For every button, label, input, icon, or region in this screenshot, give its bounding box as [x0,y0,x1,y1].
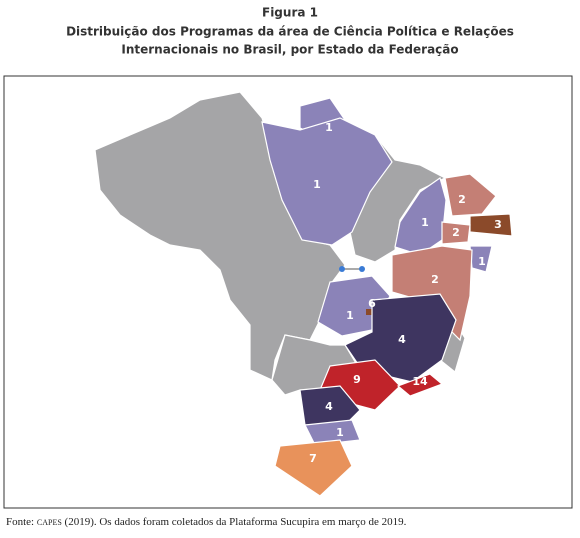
state-count: 1 [313,178,321,191]
state-count: 4 [325,400,333,413]
state [396,373,444,397]
state-labels: 1 1 1 2 3 2 1 2 6 1 4 9 14 4 1 7 [309,121,502,465]
figure-title: Internacionais no Brasil, por Estado da … [121,43,458,57]
source-prefix: Fonte: [6,516,34,528]
state-count: 2 [458,193,466,206]
state-count: 7 [309,452,317,465]
state-count: 1 [478,255,486,268]
source-org: capes [37,516,62,528]
state [366,309,376,315]
source: Fonte: capes (2019). Os dados foram cole… [6,516,407,528]
state-count: 2 [452,226,460,239]
state [469,213,513,237]
state [274,439,353,497]
marker [359,266,365,272]
source-text: (2019). Os dados foram coletados da Plat… [65,516,407,528]
state-count: 1 [336,426,344,439]
state-count: 9 [353,373,361,386]
figure-label: Figura 1 [262,6,318,20]
state-count: 4 [398,333,406,346]
state-count: 1 [346,309,354,322]
state [441,221,471,245]
marker [339,266,345,272]
map [94,91,513,497]
state-count: 1 [325,121,333,134]
state [304,419,361,446]
state-count: 2 [431,273,439,286]
state [261,117,393,246]
state-count: 14 [412,375,428,388]
state-count: 6 [368,297,376,310]
state [444,173,497,217]
figure-title: Distribuição dos Programas da área de Ci… [66,25,514,39]
state-count: 1 [421,216,429,229]
state [299,385,361,426]
state-count: 3 [494,218,502,231]
